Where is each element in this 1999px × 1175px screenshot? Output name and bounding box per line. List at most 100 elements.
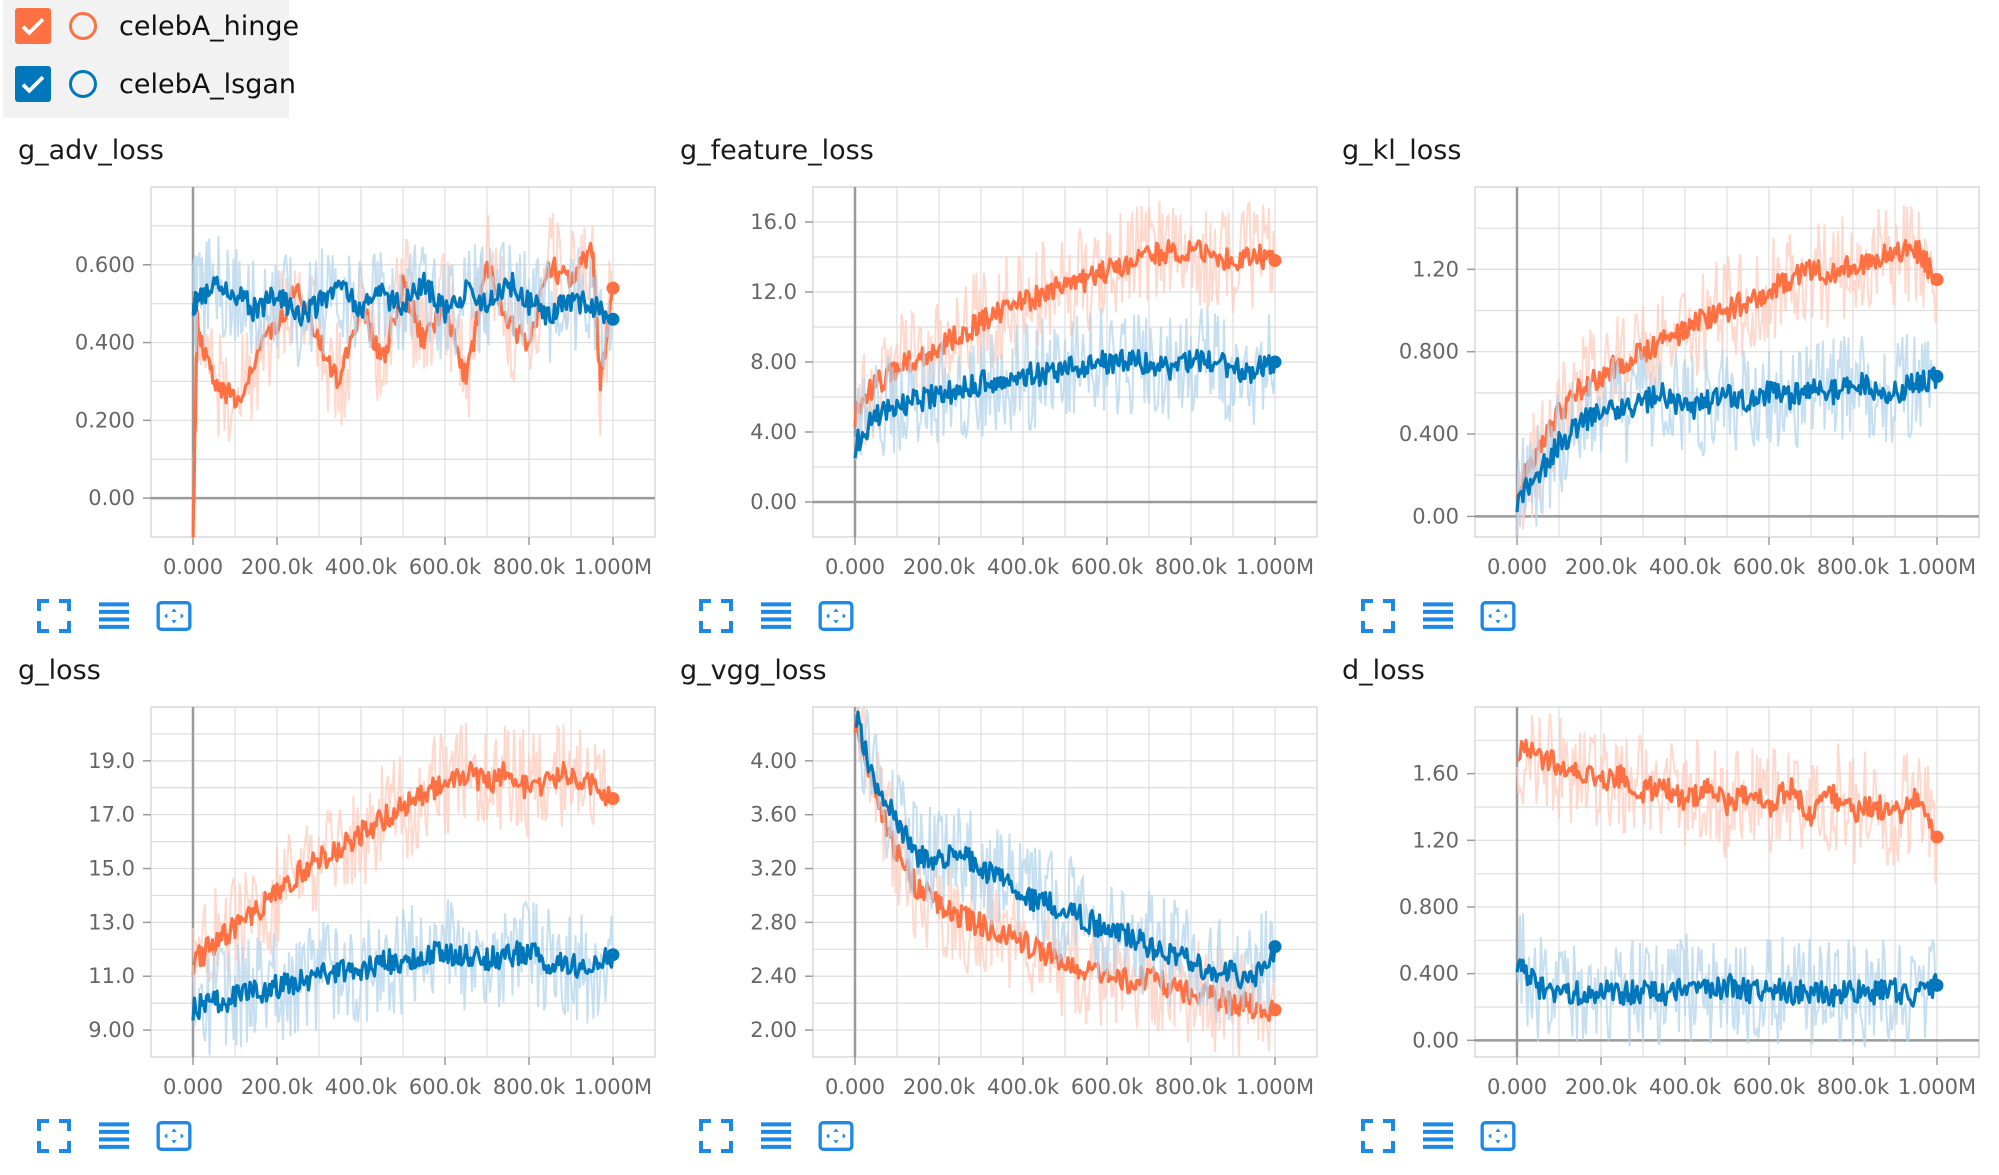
series-group [191, 722, 615, 1056]
list-icon[interactable] [1417, 1115, 1459, 1157]
x-tick-label: 0.000 [163, 555, 223, 575]
raw-series-line [1516, 913, 1938, 1048]
list-icon[interactable] [755, 595, 797, 637]
x-tick-label: 1.000M [1236, 1075, 1314, 1095]
series-line [191, 940, 615, 1021]
x-tick-label: 800.0k [1155, 1075, 1228, 1095]
checkmark-icon [21, 17, 45, 36]
run-label: celebA_lsgan [119, 68, 297, 100]
y-tick-label: 1.20 [1412, 257, 1459, 281]
chart-title: g_adv_loss [18, 135, 164, 166]
raw-series-line [1516, 713, 1938, 884]
x-tick-label: 0.000 [1487, 1075, 1547, 1095]
expand-icon[interactable] [33, 595, 75, 637]
x-tick-label: 800.0k [1817, 555, 1890, 575]
chart-card: d_loss 0.000 200.0k 400.0k 600.0k 800.0k 1.000… [1327, 655, 1987, 1175]
x-tick-label: 0.000 [163, 1075, 223, 1095]
y-tick-label: 1.20 [1412, 828, 1459, 852]
run-row[interactable]: celebA_hinge [15, 4, 299, 48]
run-checkbox[interactable] [15, 66, 51, 102]
series-group [1515, 713, 1939, 1048]
series-line [1515, 366, 1939, 513]
chart-toolbar [1357, 595, 1537, 637]
y-tick-label: 13.0 [88, 910, 135, 934]
chart-title: g_feature_loss [680, 135, 874, 166]
expand-icon[interactable] [695, 1115, 737, 1157]
chart-plot[interactable]: 0.000 200.0k 400.0k 600.0k 800.0k 1.000M 9.00 1… [3, 695, 663, 1095]
chart-card: g_loss 0.000 200.0k 400.0k 600.0k 800.0k 1.000… [3, 655, 663, 1175]
series-line [191, 760, 615, 975]
y-tick-label: 0.800 [1399, 895, 1459, 919]
chart-title: g_kl_loss [1342, 135, 1462, 166]
x-tick-label: 200.0k [1565, 555, 1638, 575]
y-tick-label: 0.00 [88, 486, 135, 510]
y-tick-label: 4.00 [750, 749, 797, 773]
series-end-point [1930, 273, 1944, 287]
y-tick-label: 4.00 [750, 420, 797, 444]
list-icon[interactable] [1417, 595, 1459, 637]
series-end-point [1268, 355, 1282, 369]
fit-domain-icon[interactable] [153, 1115, 195, 1157]
x-tick-label: 200.0k [241, 555, 314, 575]
list-icon[interactable] [93, 1115, 135, 1157]
chart-toolbar [1357, 1115, 1537, 1157]
chart-card: g_feature_loss 0.000 200.0k 400.0k 600.0k 800… [665, 135, 1325, 655]
expand-icon[interactable] [33, 1115, 75, 1157]
list-icon[interactable] [93, 595, 135, 637]
x-tick-label: 1.000M [1898, 555, 1976, 575]
fit-domain-icon[interactable] [153, 595, 195, 637]
run-checkbox[interactable] [15, 8, 51, 44]
x-tick-label: 200.0k [903, 555, 976, 575]
raw-series-line [192, 722, 614, 1004]
chart-title: g_loss [18, 655, 101, 686]
x-tick-label: 400.0k [1649, 1075, 1722, 1095]
x-tick-label: 400.0k [325, 555, 398, 575]
series-end-point [1930, 369, 1944, 383]
fit-domain-icon[interactable] [815, 595, 857, 637]
run-label: celebA_hinge [119, 10, 300, 42]
x-tick-label: 600.0k [409, 555, 482, 575]
y-tick-label: 0.600 [75, 253, 135, 277]
y-tick-label: 0.400 [1399, 962, 1459, 986]
x-tick-label: 400.0k [987, 1075, 1060, 1095]
fit-domain-icon[interactable] [1477, 1115, 1519, 1157]
y-tick-label: 0.00 [750, 490, 797, 514]
series-group [1515, 205, 1939, 537]
series-end-point [1930, 978, 1944, 992]
y-tick-label: 0.800 [1399, 340, 1459, 364]
y-tick-label: 0.200 [75, 408, 135, 432]
y-tick-label: 3.60 [750, 803, 797, 827]
fit-domain-icon[interactable] [815, 1115, 857, 1157]
x-tick-label: 0.000 [1487, 555, 1547, 575]
chart-plot[interactable]: 0.000 200.0k 400.0k 600.0k 800.0k 1.000M 0.00 0… [3, 175, 663, 575]
y-tick-label: 2.80 [750, 910, 797, 934]
expand-icon[interactable] [695, 595, 737, 637]
chart-plot[interactable]: 0.000 200.0k 400.0k 600.0k 800.0k 1.000M 0.00 0… [1327, 175, 1987, 575]
series-group [853, 707, 1277, 1057]
expand-icon[interactable] [1357, 595, 1399, 637]
series-end-point [1268, 1003, 1282, 1017]
chart-toolbar [695, 595, 875, 637]
y-tick-label: 0.400 [75, 331, 135, 355]
expand-icon[interactable] [1357, 1115, 1399, 1157]
x-tick-label: 600.0k [1733, 1075, 1806, 1095]
list-icon[interactable] [755, 1115, 797, 1157]
x-tick-label: 400.0k [1649, 555, 1722, 575]
series-line [1515, 239, 1939, 498]
series-end-point [1268, 254, 1282, 267]
x-tick-label: 600.0k [1733, 555, 1806, 575]
y-tick-label: 15.0 [88, 857, 135, 881]
chart-plot[interactable]: 0.000 200.0k 400.0k 600.0k 800.0k 1.000M 2.00 2… [665, 695, 1325, 1095]
fit-domain-icon[interactable] [1477, 595, 1519, 637]
run-row[interactable]: celebA_lsgan [15, 62, 296, 106]
series-group [191, 213, 615, 537]
chart-plot[interactable]: 0.000 200.0k 400.0k 600.0k 800.0k 1.000M 0.00 0… [1327, 695, 1987, 1095]
series-end-point [606, 792, 620, 806]
chart-toolbar [695, 1115, 875, 1157]
series-end-point [606, 312, 620, 326]
series-line [854, 710, 1277, 990]
chart-plot[interactable]: 0.000 200.0k 400.0k 600.0k 800.0k 1.000M 0.00 4… [665, 175, 1325, 575]
y-tick-label: 16.0 [750, 210, 797, 234]
run-color-ring [69, 70, 97, 98]
x-tick-label: 1.000M [1236, 555, 1314, 575]
